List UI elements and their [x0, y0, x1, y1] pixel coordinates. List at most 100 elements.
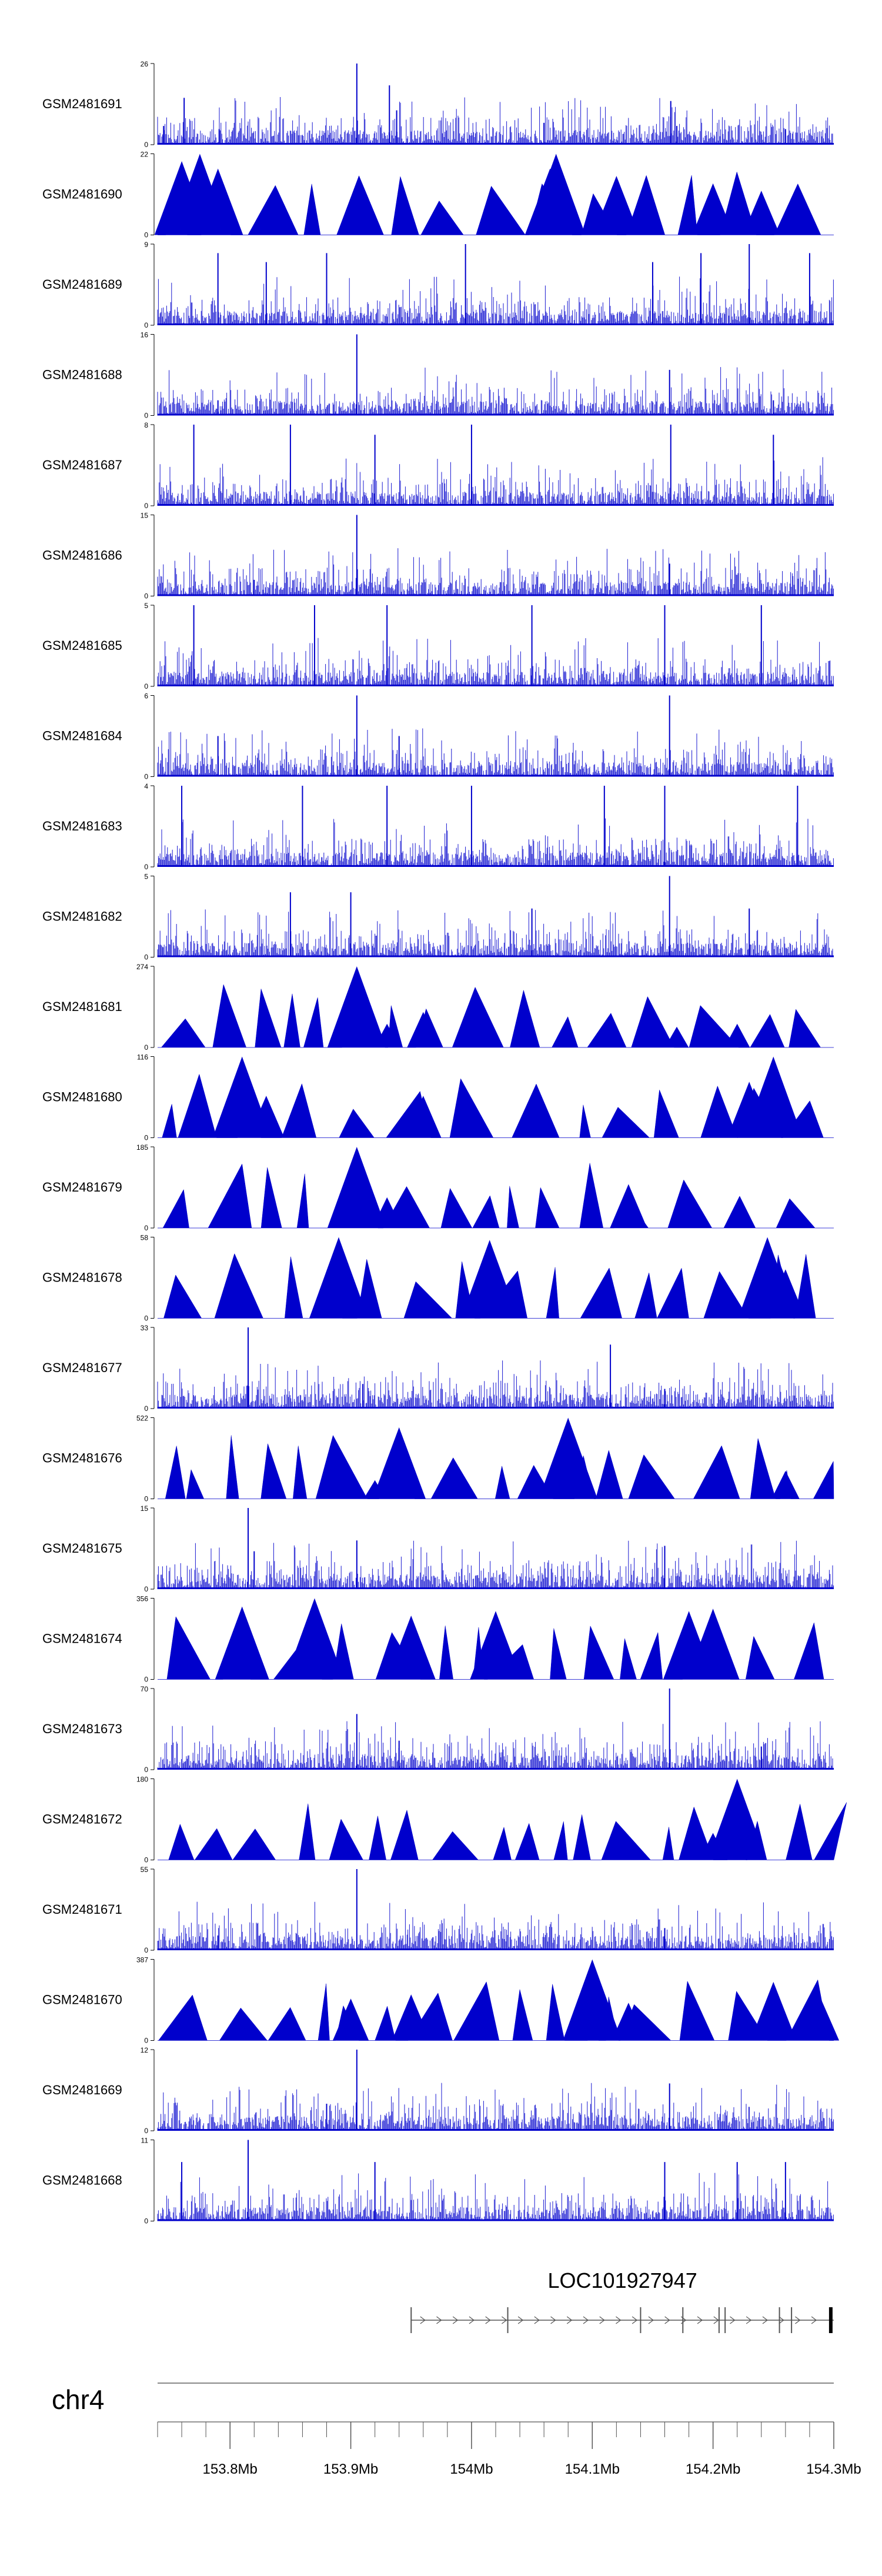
genome-axis-track: chr4 153.8Mb 153.9Mb 154Mb 154.1Mb 154.2Mb 15…	[52, 2383, 861, 2477]
signal-peak	[461, 1240, 519, 1319]
y-axis-min-label: 0	[144, 773, 148, 781]
y-axis-min-label: 0	[144, 321, 148, 329]
signal-peak	[327, 966, 386, 1047]
strand-arrow-icon	[779, 2316, 784, 2324]
axis-tick-label: 153.9Mb	[323, 2461, 378, 2477]
axis-tick-label: 153.8Mb	[203, 2461, 258, 2477]
signal-peak	[372, 1197, 402, 1228]
y-axis-min-label: 0	[144, 1404, 148, 1413]
y-axis-max-label: 58	[141, 1234, 149, 1242]
axis-tick-label: 154Mb	[450, 2461, 493, 2477]
signal-tracks: GSM2481691260GSM2481690220GSM248168990GS…	[42, 60, 847, 2225]
y-axis-min-label: 0	[144, 231, 148, 239]
y-axis-min-label: 0	[144, 592, 148, 600]
signal-peak	[405, 1096, 442, 1138]
strand-arrow-icon	[713, 2316, 719, 2324]
strand-arrow-icon	[664, 2316, 670, 2324]
strand-arrow-icon	[550, 2316, 556, 2324]
track-label: GSM2481687	[42, 458, 122, 472]
signal-bars	[157, 1721, 834, 1770]
signal-bars	[157, 1360, 834, 1409]
signal-peak	[707, 1778, 767, 1860]
track-GSM2481670: GSM2481670 387 0	[42, 1956, 840, 2045]
signal-peak	[212, 1056, 272, 1138]
signal-peak	[248, 1096, 285, 1138]
y-axis-max-label: 22	[141, 151, 149, 159]
gene-exon	[410, 2307, 412, 2333]
signal-peak	[771, 1470, 800, 1499]
track-GSM2481675: GSM2481675 15 0	[42, 1504, 834, 1593]
track-GSM2481678: GSM2481678 58 0	[42, 1234, 834, 1323]
signal-peak	[612, 2003, 646, 2041]
signal-peak	[363, 1480, 386, 1499]
track-label: GSM2481668	[42, 2173, 122, 2188]
signal-bars	[157, 1540, 834, 1589]
track-label: GSM2481670	[42, 1993, 122, 2007]
track-label: GSM2481672	[42, 1812, 122, 1827]
gene-exon	[682, 2307, 684, 2333]
track-GSM2481671: GSM2481671 55 0	[42, 1866, 834, 1954]
track-label: GSM2481675	[42, 1541, 122, 1556]
track-GSM2481681: GSM2481681 274 0	[42, 963, 834, 1052]
track-GSM2481680: GSM2481680 116 0	[42, 1053, 834, 1142]
track-label: GSM2481690	[42, 187, 122, 202]
track-label: GSM2481680	[42, 1090, 122, 1105]
track-GSM2481669: GSM2481669 12 0	[42, 2046, 834, 2135]
track-label: GSM2481681	[42, 999, 122, 1014]
signal-bars	[157, 2173, 834, 2221]
y-axis-min-label: 0	[144, 502, 148, 510]
track-label: GSM2481678	[42, 1270, 122, 1285]
track-GSM2481687: GSM2481687 8 0	[42, 421, 834, 510]
axis-tick-label: 154.1Mb	[565, 2461, 620, 2477]
y-axis-max-label: 8	[144, 421, 148, 429]
signal-peak	[750, 1981, 797, 2041]
track-GSM2481684: GSM2481684 6 0	[42, 692, 834, 781]
y-axis-max-label: 16	[141, 331, 149, 339]
signal-peak	[407, 1012, 440, 1047]
signal-bars	[157, 909, 834, 957]
y-axis-min-label: 0	[144, 1134, 148, 1142]
gene-exon	[828, 2307, 833, 2333]
track-GSM2481688: GSM2481688 16 0	[42, 331, 834, 420]
strand-arrow-icon	[697, 2316, 703, 2324]
strand-arrow-icon	[420, 2316, 426, 2324]
signal-peak	[804, 2000, 840, 2041]
track-GSM2481689: GSM2481689 9 0	[42, 241, 834, 329]
signal-peak	[664, 1026, 689, 1047]
y-axis-max-label: 387	[136, 1956, 148, 1964]
track-label: GSM2481691	[42, 96, 122, 111]
strand-arrow-icon	[632, 2316, 638, 2324]
signal-bars	[157, 97, 834, 145]
y-axis-max-label: 55	[141, 1866, 149, 1874]
signal-peak	[563, 1959, 622, 2041]
signal-bars	[157, 276, 834, 325]
signal-peak	[386, 1616, 436, 1680]
strand-arrow-icon	[502, 2316, 507, 2324]
signal-peak	[470, 1611, 522, 1680]
axis-tick-label: 154.3Mb	[806, 2461, 861, 2477]
signal-peak	[392, 1994, 430, 2041]
strand-arrow-icon	[469, 2316, 475, 2324]
signal-bars	[157, 548, 834, 596]
y-axis-min-label: 0	[144, 1043, 148, 1052]
track-GSM2481668: GSM2481668 11 0	[42, 2137, 834, 2225]
track-GSM2481677: GSM2481677 33 0	[42, 1324, 834, 1413]
track-GSM2481674: GSM2481674 356 0	[42, 1595, 834, 1684]
y-axis-max-label: 356	[136, 1595, 148, 1603]
y-axis-max-label: 5	[144, 873, 148, 881]
signal-bars	[157, 638, 834, 686]
signal-peak	[692, 183, 734, 235]
y-axis-max-label: 116	[137, 1053, 148, 1062]
signal-bars	[157, 728, 834, 777]
y-axis-min-label: 0	[144, 1585, 148, 1593]
y-axis-min-label: 0	[144, 1946, 148, 1954]
gene-name-label: LOC101927947	[548, 2268, 697, 2293]
y-axis-max-label: 11	[141, 2137, 149, 2145]
track-GSM2481682: GSM2481682 5 0	[42, 873, 834, 962]
signal-peak	[372, 1427, 426, 1499]
y-axis-min-label: 0	[144, 2217, 148, 2225]
y-axis-min-label: 0	[144, 1495, 148, 1503]
strand-arrow-icon	[566, 2316, 573, 2324]
strand-arrow-icon	[811, 2316, 817, 2324]
gene-exon	[779, 2307, 780, 2333]
